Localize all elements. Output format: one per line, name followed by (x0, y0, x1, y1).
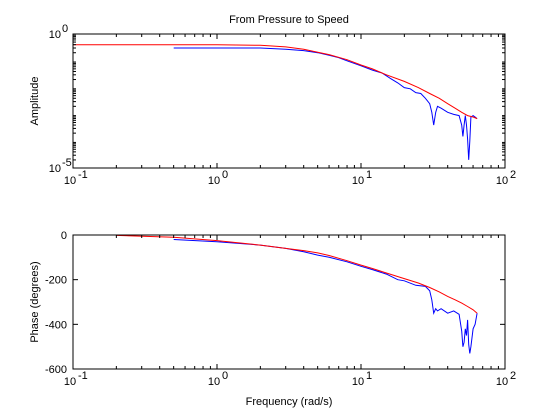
series-line-1 (173, 47, 478, 160)
series-line-2 (73, 44, 478, 120)
x-tick-label-exponent: 0 (222, 169, 228, 181)
x-tick-label: 10 (64, 376, 76, 388)
y-tick-label: 10 (49, 163, 61, 175)
plot-frame (72, 33, 506, 169)
x-tick-label: 10 (496, 175, 508, 187)
x-tick-label: 10 (352, 175, 364, 187)
y-tick-label: -600 (45, 364, 67, 376)
frequency-x-axis-title: Frequency (rad/s) (246, 396, 333, 408)
y-tick-label-exponent: -5 (62, 157, 72, 169)
phase-y-axis-title: Phase (degrees) (29, 261, 41, 342)
amplitude-plot: 10 -1 10 0 10 1 10 210 -510 0 (49, 23, 516, 187)
y-tick-label: 0 (61, 230, 67, 242)
phase-plot: 10 -1 10 0 10 1 10 20-200-400-600 (45, 230, 516, 388)
x-tick-label-exponent: -1 (78, 169, 88, 181)
x-tick-label-exponent: 2 (510, 169, 516, 181)
x-tick-label-exponent: 1 (366, 169, 372, 181)
x-tick-label: 10 (496, 376, 508, 388)
x-tick-label-exponent: 2 (510, 370, 516, 382)
x-tick-label: 10 (64, 175, 76, 187)
y-tick-label-exponent: 0 (62, 23, 68, 35)
x-tick-label-exponent: -1 (78, 370, 88, 382)
x-tick-label: 10 (208, 175, 220, 187)
amplitude-plot-title: From Pressure to Speed (229, 14, 349, 26)
series-line-1 (173, 239, 478, 354)
x-tick-label-exponent: 0 (222, 370, 228, 382)
x-tick-label-exponent: 1 (366, 370, 372, 382)
series-line-2 (116, 235, 478, 314)
x-tick-label: 10 (352, 376, 364, 388)
y-tick-label: -400 (45, 319, 67, 331)
plot-frame (72, 234, 506, 370)
y-tick-label: 10 (49, 29, 61, 41)
y-tick-label: -200 (45, 275, 67, 287)
x-tick-label: 10 (208, 376, 220, 388)
amplitude-y-axis-title: Amplitude (29, 77, 41, 126)
